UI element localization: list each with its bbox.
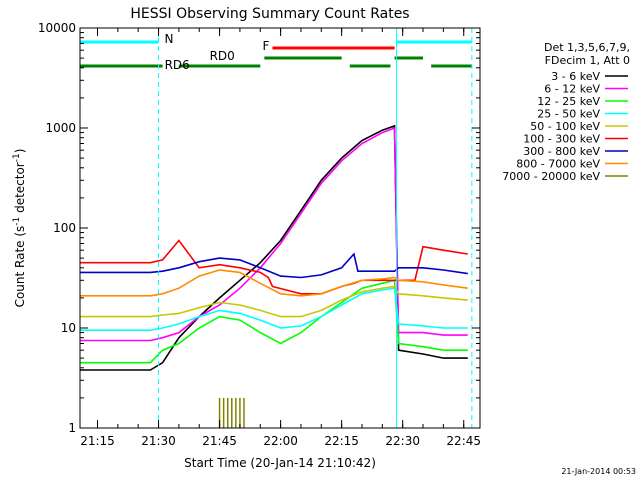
x-axis-label: Start Time (20-Jan-14 21:10:42) xyxy=(184,456,376,470)
series-line-7 xyxy=(80,269,468,297)
legend-label: 12 - 25 keV xyxy=(537,95,600,108)
flare-state-label: F xyxy=(262,39,269,53)
footer-timestamp: 21-Jan-2014 00:53 xyxy=(561,467,636,476)
y-tick-label: 10 xyxy=(61,321,76,335)
series-line-3 xyxy=(80,287,468,332)
legend-header-2: FDecim 1, Att 0 xyxy=(545,54,630,67)
legend-label: 7000 - 20000 keV xyxy=(502,170,600,183)
series-line-6 xyxy=(80,252,468,279)
x-tick-label: 22:45 xyxy=(446,434,481,448)
legend-label: 800 - 7000 keV xyxy=(516,158,600,171)
night-boundary-lines xyxy=(79,28,473,428)
x-tick-label: 21:15 xyxy=(80,434,115,448)
legend-label: 100 - 300 keV xyxy=(523,133,600,146)
observing-state-bars: N F RD0 RD6 xyxy=(80,32,472,72)
x-tick-label: 21:45 xyxy=(202,434,237,448)
y-tick-label: 1 xyxy=(68,421,76,435)
chart-title: HESSI Observing Summary Count Rates xyxy=(130,6,409,22)
legend-header-1: Det 1,3,5,6,7,9, xyxy=(544,41,630,54)
legend-label: 3 - 6 keV xyxy=(551,70,600,83)
rd0-state-label: RD0 xyxy=(210,49,235,63)
legend-label: 50 - 100 keV xyxy=(530,120,600,133)
series-line-0 xyxy=(80,124,468,371)
legend-label: 300 - 800 keV xyxy=(523,145,600,158)
rd6-state-label: RD6 xyxy=(165,58,190,72)
y-tick-label: 1000 xyxy=(45,121,76,135)
x-tick-label: 21:30 xyxy=(141,434,176,448)
axes: 21:15 21:30 21:45 22:00 22:15 22:30 22:45 1 10 10… xyxy=(38,21,481,448)
y-tick-label: 10000 xyxy=(38,21,76,35)
series-line-4 xyxy=(80,285,468,318)
series-line-2 xyxy=(80,279,468,364)
legend-label: 25 - 50 keV xyxy=(537,108,600,121)
x-tick-label: 22:00 xyxy=(263,434,298,448)
plot-frame xyxy=(79,27,481,429)
night-state-label: N xyxy=(165,32,174,46)
series-line-1 xyxy=(80,126,468,342)
y-axis-label: Count Rate (s-1 detector-1) xyxy=(12,149,27,308)
legend-label: 6 - 12 keV xyxy=(544,83,600,96)
x-tick-label: 22:30 xyxy=(385,434,420,448)
y-tick-label: 100 xyxy=(53,221,76,235)
x-tick-label: 22:15 xyxy=(324,434,359,448)
series-lines xyxy=(80,124,468,428)
